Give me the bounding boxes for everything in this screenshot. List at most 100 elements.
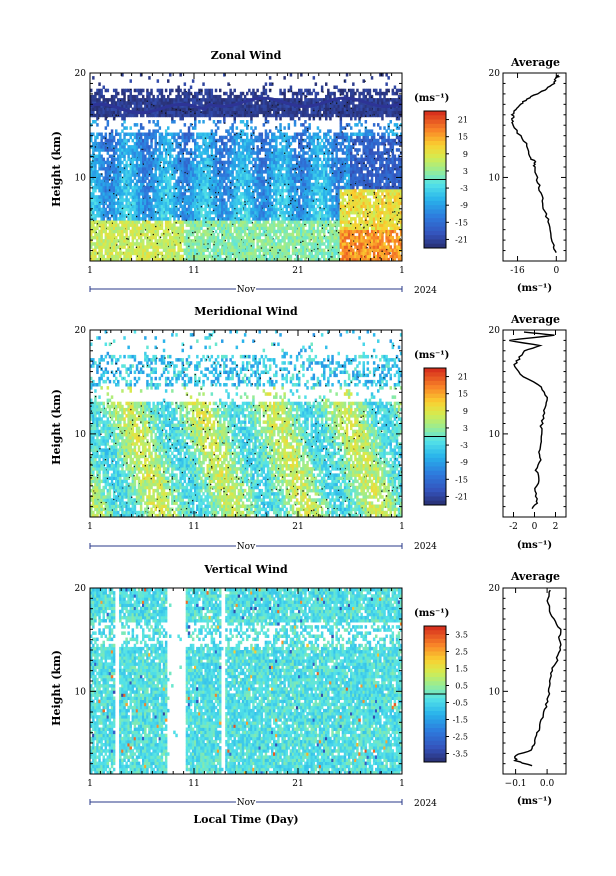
heatmap-cell bbox=[287, 232, 291, 237]
heatmap-cell bbox=[210, 217, 214, 221]
heatmap-cell bbox=[237, 163, 241, 168]
quality-dot bbox=[191, 123, 193, 126]
quality-dot bbox=[92, 160, 94, 162]
heatmap-cell bbox=[275, 138, 278, 143]
heatmap-cell bbox=[108, 239, 112, 243]
heatmap-cell bbox=[137, 192, 141, 196]
heatmap-cell bbox=[239, 151, 243, 155]
heatmap-cell bbox=[183, 91, 187, 96]
heatmap-cell bbox=[206, 232, 209, 237]
heatmap-cell bbox=[94, 135, 97, 140]
heatmap-cell bbox=[237, 132, 241, 137]
heatmap-cell bbox=[137, 135, 141, 140]
heatmap-cell bbox=[106, 157, 110, 162]
heatmap-cell bbox=[212, 245, 216, 249]
heatmap-cell bbox=[177, 192, 180, 196]
heatmap-cell bbox=[90, 229, 93, 234]
heatmap-cell bbox=[169, 198, 172, 202]
heatmap-cell bbox=[179, 170, 182, 174]
heatmap-cell bbox=[229, 235, 232, 240]
heatmap-cell bbox=[275, 145, 278, 149]
heatmap-cell bbox=[275, 217, 278, 221]
heatmap-cell bbox=[142, 214, 145, 218]
heatmap-cell bbox=[179, 167, 182, 171]
heatmap-cell bbox=[295, 188, 299, 193]
heatmap-cell bbox=[173, 157, 176, 162]
heatmap-cell bbox=[239, 239, 243, 243]
heatmap-cell bbox=[110, 248, 114, 253]
heatmap-cell bbox=[219, 220, 222, 224]
heatmap-cell bbox=[260, 223, 264, 227]
heatmap-cell bbox=[302, 232, 305, 237]
heatmap-cell bbox=[285, 245, 288, 249]
heatmap-cell bbox=[189, 85, 193, 90]
heatmap-cell bbox=[219, 154, 222, 159]
heatmap-cell bbox=[150, 251, 153, 256]
heatmap-cell bbox=[179, 229, 182, 234]
heatmap-cell bbox=[295, 223, 299, 227]
heatmap-cell bbox=[252, 104, 255, 108]
heatmap-cell bbox=[206, 220, 209, 224]
heatmap-cell bbox=[106, 176, 110, 180]
heatmap-cell bbox=[119, 182, 122, 187]
heatmap-cell bbox=[139, 145, 143, 149]
heatmap-cell bbox=[133, 163, 137, 168]
heatmap-cell bbox=[125, 229, 128, 234]
quality-dot bbox=[168, 245, 170, 248]
heatmap-cell bbox=[198, 201, 201, 206]
heatmap-cell bbox=[271, 239, 274, 243]
heatmap-cell bbox=[129, 185, 132, 190]
heatmap-cell bbox=[231, 182, 234, 187]
heatmap-cell bbox=[289, 207, 293, 212]
quality-dot bbox=[248, 185, 250, 188]
heatmap-cell bbox=[250, 198, 253, 202]
heatmap-cell bbox=[264, 210, 268, 215]
heatmap-cell bbox=[237, 245, 241, 249]
heatmap-cell bbox=[137, 173, 141, 177]
heatmap-cell bbox=[175, 210, 178, 215]
heatmap-cell bbox=[293, 248, 297, 253]
heatmap-cell bbox=[233, 223, 236, 227]
heatmap-cell bbox=[300, 154, 303, 159]
heatmap-cell bbox=[279, 129, 282, 133]
heatmap-cell bbox=[142, 138, 145, 143]
heatmap-cell bbox=[100, 88, 103, 93]
heatmap-cell bbox=[173, 235, 176, 240]
heatmap-cell bbox=[148, 201, 151, 206]
heatmap-cell bbox=[100, 182, 103, 187]
heatmap-cell bbox=[293, 101, 297, 105]
heatmap-cell bbox=[235, 110, 239, 115]
quality-dot bbox=[178, 143, 180, 146]
heatmap-cell bbox=[293, 182, 297, 187]
heatmap-cell bbox=[173, 176, 176, 180]
heatmap-cell bbox=[169, 154, 172, 159]
heatmap-cell bbox=[302, 132, 305, 137]
heatmap-cell bbox=[254, 226, 257, 231]
heatmap-cell bbox=[131, 132, 135, 137]
heatmap-cell bbox=[169, 73, 172, 77]
quality-dot bbox=[175, 206, 177, 208]
heatmap-cell bbox=[196, 220, 199, 224]
heatmap-cell bbox=[154, 157, 157, 162]
heatmap-cell bbox=[285, 110, 288, 115]
quality-dot bbox=[185, 189, 187, 191]
heatmap-cell bbox=[110, 113, 114, 118]
heatmap-cell bbox=[194, 123, 197, 127]
heatmap-cell bbox=[289, 195, 293, 199]
heatmap-cell bbox=[142, 113, 145, 118]
heatmap-cell bbox=[156, 110, 160, 115]
heatmap-cell bbox=[104, 126, 108, 130]
heatmap-cell bbox=[150, 160, 153, 165]
quality-dot bbox=[188, 188, 190, 191]
heatmap-cell bbox=[96, 198, 99, 202]
heatmap-cell bbox=[225, 98, 228, 102]
quality-dot bbox=[210, 133, 213, 135]
heatmap-cell bbox=[256, 207, 259, 212]
heatmap-cell bbox=[119, 104, 122, 108]
heatmap-cell bbox=[100, 229, 103, 234]
heatmap-cell bbox=[235, 220, 239, 224]
heatmap-cell bbox=[250, 229, 253, 234]
heatmap-cell bbox=[239, 223, 243, 227]
heatmap-cell bbox=[121, 204, 124, 209]
quality-dot bbox=[113, 155, 115, 157]
